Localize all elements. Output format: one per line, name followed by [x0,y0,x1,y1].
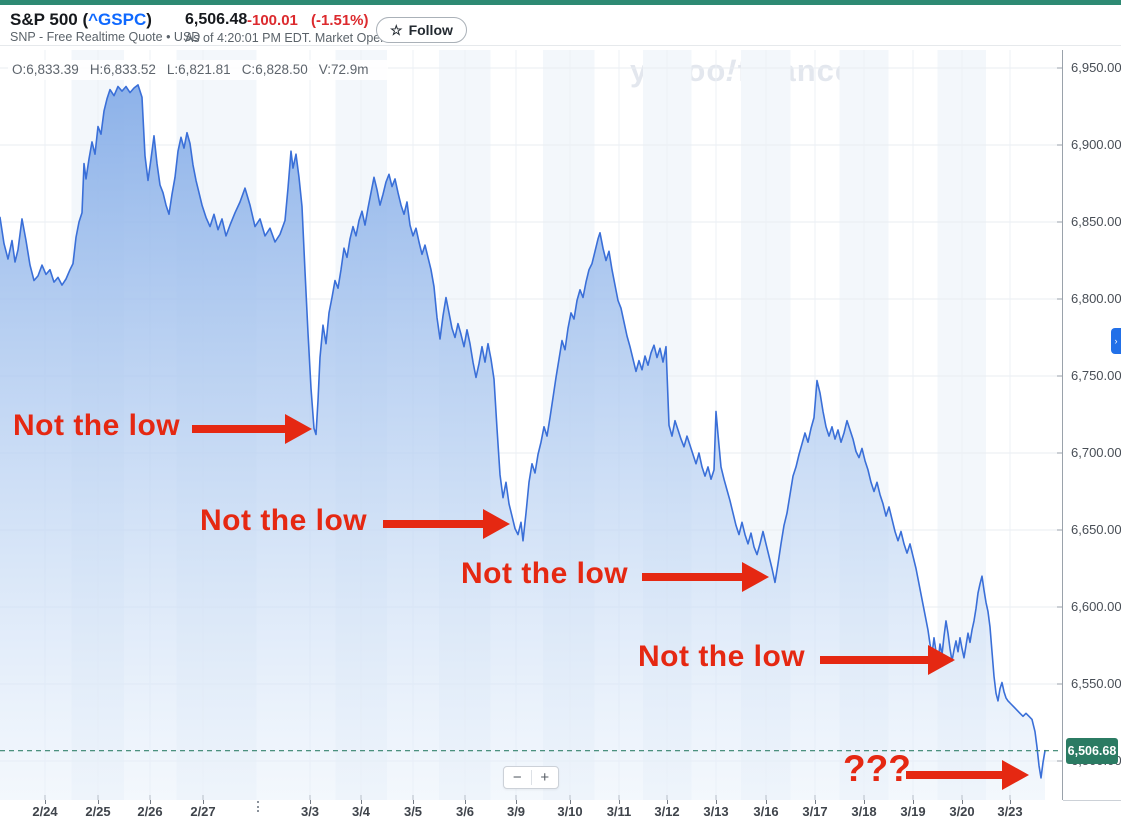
x-axis-label: 3/19 [900,804,926,819]
market-open-accent-bar [0,0,1121,5]
chart-zoom-control: − + [503,766,559,789]
current-price: 6,506.48 [185,11,248,28]
x-axis-label: 3/3 [300,804,320,819]
x-axis-tick [619,800,620,804]
x-axis-tick [667,800,668,804]
annotation-not-the-low-3: Not the low [461,557,629,590]
x-axis: 2/24 2/25 2/26 2/27 3/3 3/4 3/5 3/6 3/9 … [0,800,1121,823]
ohlc-volume: V:72.9m [318,62,369,77]
zoom-control-divider [530,770,532,785]
x-axis-label: 3/18 [851,804,877,819]
x-axis-tick [1010,800,1011,804]
ohlc-open: O:6,833.39 [12,62,79,77]
price-change-percent: (-1.51%) [311,12,369,29]
x-axis-label: 3/17 [802,804,828,819]
y-axis-label: 6,950.00 [1071,60,1121,75]
y-axis-label: 6,600.00 [1071,599,1121,614]
x-axis-tick [815,800,816,804]
x-axis-label: 3/10 [557,804,583,819]
quote-header: S&P 500 (^GSPC) SNP - Free Realtime Quot… [0,5,1121,46]
x-axis-label: 2/25 [85,804,111,819]
ohlc-low: L:6,821.81 [166,62,231,77]
quote-source-label: SNP - Free Realtime Quote • USD [10,30,201,44]
x-axis-label: 3/13 [703,804,729,819]
x-axis-label: 3/16 [753,804,779,819]
price-change: -100.01 [247,12,298,29]
y-axis-label: 6,800.00 [1071,291,1121,306]
x-axis-tick [570,800,571,804]
follow-button-label: Follow [408,22,453,38]
annotation-not-the-low-1: Not the low [13,409,181,442]
x-axis-label: 3/6 [455,804,475,819]
x-axis-tick [766,800,767,804]
y-axis-label: 6,900.00 [1071,137,1121,152]
axis-line-extension [1063,800,1121,801]
price-area-chart[interactable] [0,50,1063,802]
x-axis-tick [413,800,414,804]
page-title: S&P 500 (^GSPC) [10,10,152,29]
x-axis-tick [361,800,362,804]
y-axis-label: 6,700.00 [1071,445,1121,460]
current-price-badge: 6,506.68 [1066,738,1118,764]
x-axis-tick [98,800,99,804]
x-axis-label: 3/23 [997,804,1023,819]
x-axis-tick [913,800,914,804]
axis-break-marker [257,801,259,812]
star-icon: ☆ [390,21,403,38]
x-axis-tick [716,800,717,804]
x-axis-label: 2/27 [190,804,216,819]
x-axis-tick [962,800,963,804]
zoom-in-button[interactable]: + [532,767,559,788]
expand-panel-button[interactable]: › [1111,328,1121,354]
x-axis-tick [45,800,46,804]
chevron-right-icon: › [1114,336,1118,346]
x-axis-tick [516,800,517,804]
y-axis-label: 6,550.00 [1071,676,1121,691]
follow-button[interactable]: ☆ Follow [376,17,467,43]
x-axis-label: 3/20 [949,804,975,819]
x-axis-label: 3/12 [654,804,680,819]
x-axis-tick [203,800,204,804]
x-axis-label: 3/5 [403,804,423,819]
ohlc-close: C:6,828.50 [241,62,308,77]
ohlc-readout: O:6,833.39 H:6,833.52 L:6,821.81 C:6,828.50… [8,60,388,80]
x-axis-label: 3/11 [606,804,632,819]
x-axis-tick [310,800,311,804]
x-axis-tick [864,800,865,804]
zoom-out-button[interactable]: − [504,767,531,788]
x-axis-label: 3/9 [506,804,526,819]
x-axis-tick [465,800,466,804]
y-axis-label: 6,850.00 [1071,214,1121,229]
y-axis-label: 6,650.00 [1071,522,1121,537]
x-axis-label: 2/24 [32,804,58,819]
ohlc-high: H:6,833.52 [89,62,156,77]
symbol-link[interactable]: ^GSPC [88,10,147,29]
x-axis-label: 2/26 [137,804,163,819]
x-axis-tick [150,800,151,804]
annotation-question-marks: ??? [843,748,911,789]
y-axis-label: 6,750.00 [1071,368,1121,383]
annotation-not-the-low-2: Not the low [200,504,368,537]
x-axis-label: 3/4 [351,804,371,819]
annotation-not-the-low-4: Not the low [638,640,806,673]
as-of-timestamp: As of 4:20:01 PM EDT. Market Open. [185,31,391,45]
